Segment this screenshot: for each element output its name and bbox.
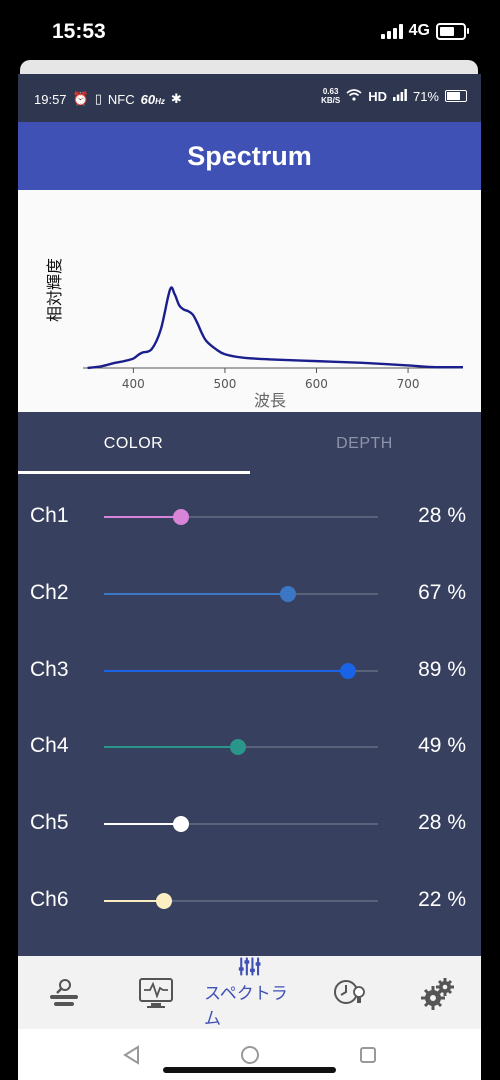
x-tick-label: 400 [122, 377, 145, 391]
tab-color[interactable]: COLOR [103, 435, 164, 452]
channel-slider-fill [104, 900, 165, 902]
channel-value: 49 % [418, 734, 466, 757]
refresh-rate: 60Hz [140, 91, 165, 107]
channel-slider[interactable] [104, 586, 378, 602]
nav-spectrum-label: スペクトラム [204, 984, 288, 1028]
android-status-right: 0.63 KB/S HD 71% [321, 87, 467, 105]
hd-label: HD [368, 88, 387, 104]
battery-small-icon [445, 90, 467, 102]
channel-label: Ch1 [30, 504, 69, 527]
x-tick-label: 600 [305, 377, 328, 391]
channel-row-ch6: Ch6 22 % [18, 870, 481, 930]
sheet-handle-area [20, 60, 478, 74]
channel-value: 89 % [418, 658, 466, 681]
channel-slider[interactable] [104, 739, 378, 755]
channel-slider-thumb[interactable] [172, 816, 189, 832]
active-tab-indicator [18, 471, 250, 474]
channel-slider-thumb[interactable] [156, 893, 173, 909]
system-navigation-bar [18, 1029, 481, 1080]
channel-row-ch2: Ch2 67 % [18, 563, 481, 623]
channel-value: 67 % [418, 581, 466, 604]
nav-device-search[interactable] [18, 956, 110, 1029]
wifi-icon [346, 88, 362, 104]
x-tick-label: 700 [397, 377, 420, 391]
monitor-pulse-icon [139, 977, 173, 1008]
channel-slider[interactable] [104, 663, 378, 679]
nfc-label: NFC [107, 91, 135, 107]
nav-schedule[interactable] [304, 956, 396, 1029]
page-title: Spectrum [187, 140, 312, 171]
android-status-left: 19:57 ⏰ ▯ NFC 60Hz ✱ [34, 91, 182, 107]
nav-monitor[interactable] [110, 956, 202, 1029]
battery-icon [436, 22, 469, 40]
channel-label: Ch4 [30, 734, 69, 757]
channel-slider-fill [104, 746, 239, 748]
signal-icon [392, 88, 407, 104]
channel-slider-thumb[interactable] [230, 739, 247, 755]
network-type: 4G [408, 22, 430, 39]
spectrum-chart-svg: 400 500 600 700 波長 相対輝度 [45, 258, 464, 410]
channel-row-ch5: Ch5 28 % [18, 793, 481, 853]
home-indicator[interactable] [163, 1067, 336, 1073]
vibrate-icon: ▯ [94, 91, 102, 106]
bluetooth-icon: ✱ [170, 91, 182, 106]
home-icon[interactable] [240, 1045, 260, 1065]
ios-status-icons: 4G [380, 22, 469, 40]
android-clock: 19:57 [34, 91, 67, 107]
spectrum-chart: 400 500 600 700 波長 相対輝度 [18, 190, 481, 412]
tab-bar: COLOR DEPTH [18, 412, 481, 476]
ios-status-bar: 15:53 4G [0, 0, 500, 60]
channel-slider-fill [104, 516, 181, 518]
gears-icon [421, 977, 454, 1010]
ios-clock: 15:53 [52, 20, 106, 43]
channel-value: 28 % [418, 504, 466, 527]
channel-value: 22 % [418, 888, 466, 911]
channel-row-ch4: Ch4 49 % [18, 716, 481, 776]
channel-slider-thumb[interactable] [339, 663, 356, 679]
y-axis-label: 相対輝度 [45, 258, 64, 322]
app-window: 19:57 ⏰ ▯ NFC 60Hz ✱ 0.63 KB/S HD 71% [18, 74, 481, 1029]
channel-slider-thumb[interactable] [172, 509, 189, 525]
net-speed: 0.63 KB/S [321, 87, 341, 105]
sliders-icon [238, 957, 261, 976]
bottom-navigation: スペクトラム [18, 956, 481, 1029]
channel-slider-fill [104, 670, 348, 672]
channel-slider-fill [104, 823, 181, 825]
nav-settings[interactable] [392, 956, 481, 1029]
channel-value: 28 % [418, 811, 466, 834]
channel-label: Ch3 [30, 658, 69, 681]
channel-slider-thumb[interactable] [279, 586, 296, 602]
channel-label: Ch2 [30, 581, 69, 604]
app-bar: Spectrum [18, 122, 481, 190]
alarm-icon: ⏰ [72, 91, 89, 106]
cellular-signal-icon [380, 23, 403, 39]
spectrum-series-line [87, 286, 464, 370]
recents-icon[interactable] [358, 1045, 378, 1065]
channel-label: Ch6 [30, 888, 69, 911]
device-search-icon [50, 978, 78, 1006]
nav-spectrum[interactable]: スペクトラム [204, 956, 296, 1029]
channel-label: Ch5 [30, 811, 69, 834]
back-icon[interactable] [122, 1045, 142, 1065]
channel-slider[interactable] [104, 509, 378, 525]
channel-slider[interactable] [104, 893, 378, 909]
x-axis-label: 波長 [254, 391, 286, 410]
channel-row-ch3: Ch3 89 % [18, 640, 481, 700]
channel-slider-fill [104, 593, 288, 595]
battery-percent: 71% [412, 88, 439, 104]
tab-depth[interactable]: DEPTH [336, 435, 393, 452]
android-status-bar: 19:57 ⏰ ▯ NFC 60Hz ✱ 0.63 KB/S HD 71% [18, 74, 481, 122]
channel-row-ch1: Ch1 28 % [18, 486, 481, 546]
x-tick-label: 500 [213, 377, 236, 391]
clock-light-icon [334, 979, 365, 1004]
channel-slider[interactable] [104, 816, 378, 832]
